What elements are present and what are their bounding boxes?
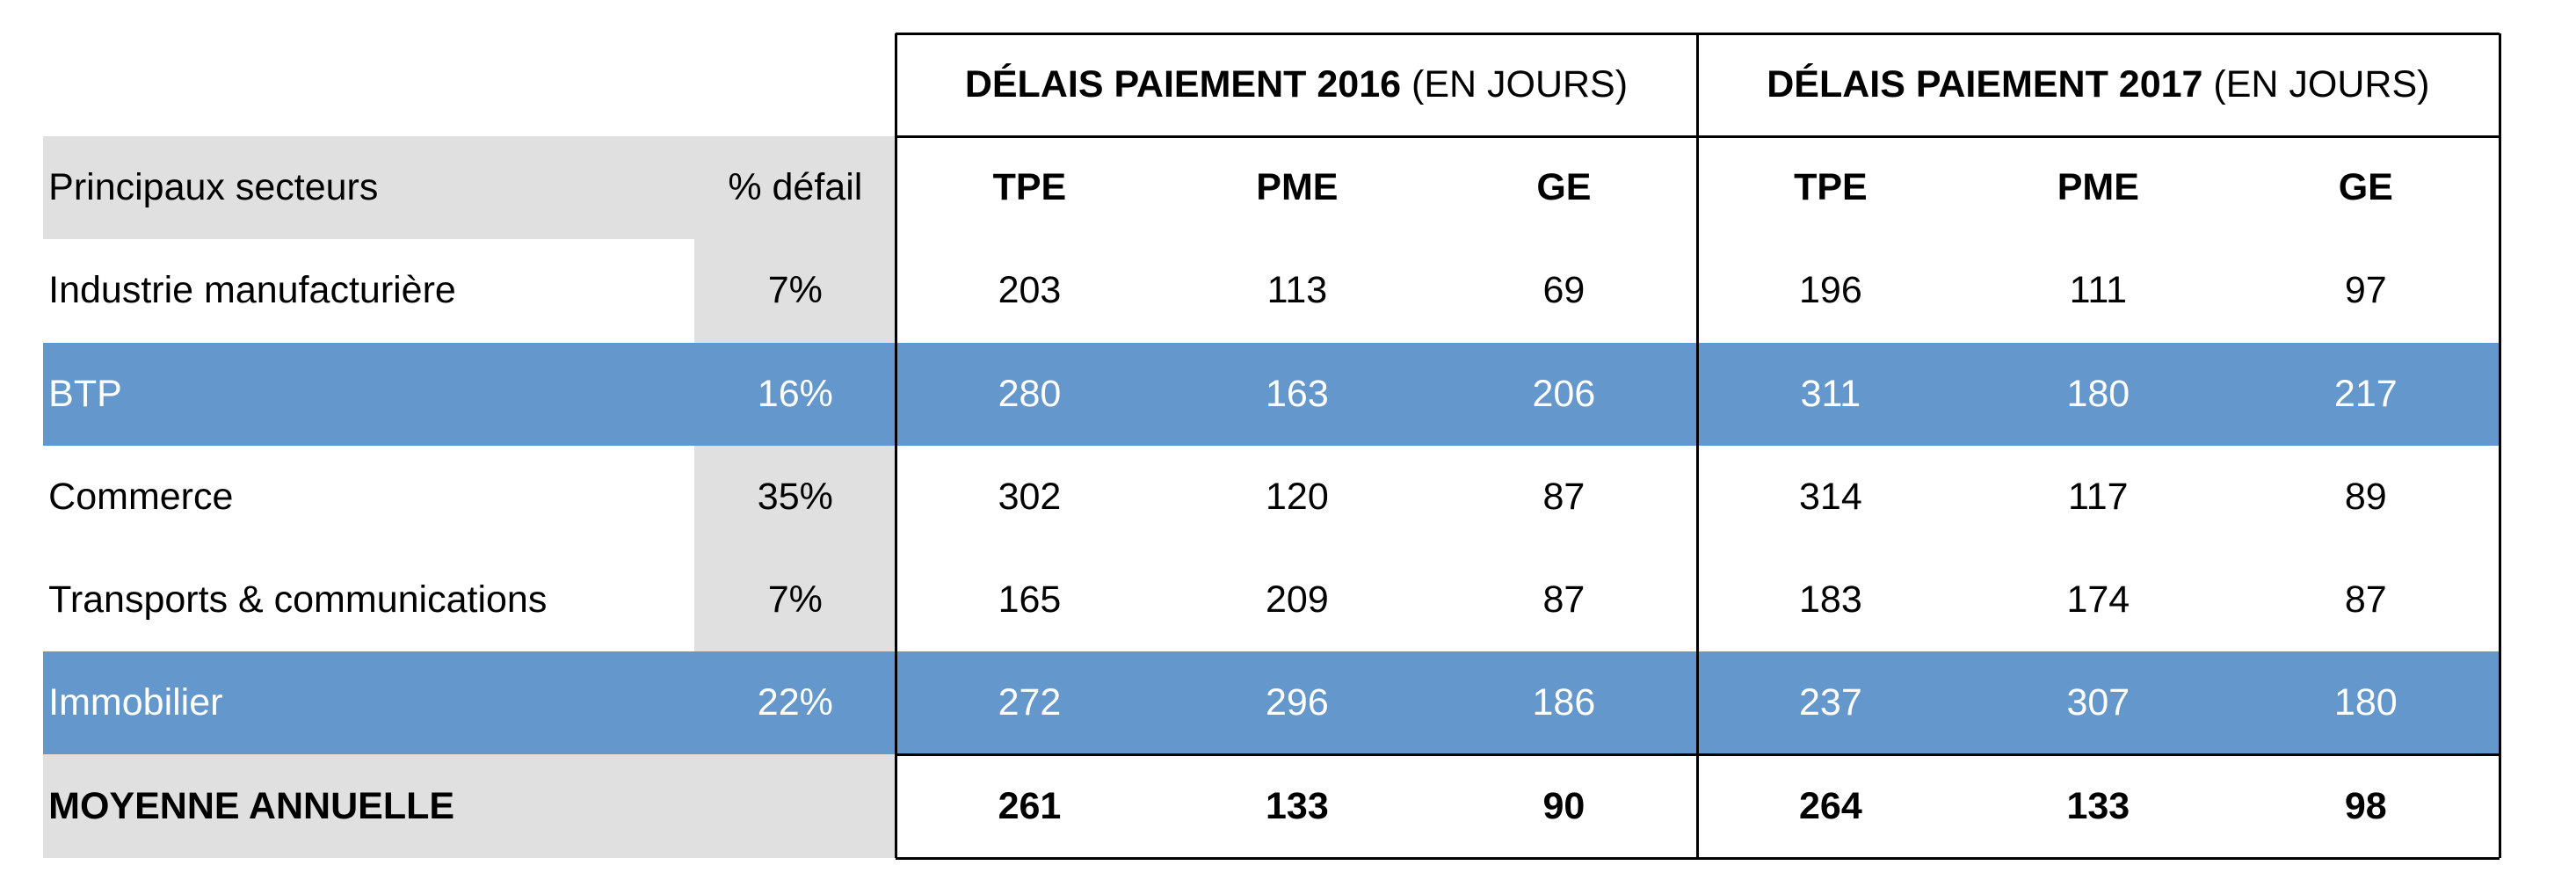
table-cell: 302 — [998, 475, 1062, 518]
table-cell: 196 — [1799, 269, 1862, 312]
table-cell: 87 — [1542, 475, 1586, 518]
table-cell: 203 — [998, 269, 1062, 312]
column-header: % défail — [694, 136, 896, 240]
table-cell: 180 — [1964, 342, 2232, 446]
table-cell: 7% — [694, 549, 896, 652]
table-cell: 165 — [998, 578, 1062, 622]
table-cell: 180 — [2231, 651, 2500, 755]
table-cell: 89 — [2344, 475, 2387, 518]
column-header: GE — [2338, 166, 2393, 209]
table-cell: 69 — [1542, 269, 1586, 312]
column-header: PME — [1256, 166, 1339, 209]
header-group-2: DÉLAIS PAIEMENT 2017 (EN JOURS) — [1697, 33, 2500, 136]
table-cell: 113 — [1266, 269, 1328, 312]
row-label: MOYENNE ANNUELLE — [43, 754, 896, 858]
border-right — [2499, 33, 2501, 858]
table-cell: 117 — [2068, 475, 2129, 518]
table-cell: 237 — [1696, 651, 1965, 755]
table-cell: 120 — [1266, 475, 1329, 518]
table-cell: 261 — [998, 784, 1062, 827]
border-bottom — [896, 856, 2500, 860]
table-cell: 16% — [694, 342, 896, 446]
table-cell: 314 — [1799, 475, 1862, 518]
column-header: TPE — [992, 166, 1067, 209]
row-label: Commerce — [48, 475, 234, 518]
column-header: Principaux secteurs — [43, 136, 695, 240]
table-cell: 7% — [694, 239, 896, 343]
table-cell: 35% — [694, 445, 896, 549]
header-group-unit: (EN JOURS) — [1401, 62, 1629, 105]
table-cell: 296 — [1163, 651, 1432, 755]
border-left — [895, 33, 898, 858]
table-cell: 133 — [1266, 784, 1329, 827]
header-group-unit: (EN JOURS) — [2202, 62, 2430, 105]
table-cell: 97 — [2344, 269, 2387, 312]
table-cell: 90 — [1542, 784, 1586, 827]
column-header: PME — [2057, 166, 2139, 209]
table-cell: 264 — [1799, 784, 1862, 827]
table-cell: 217 — [2231, 342, 2500, 446]
table-cell: 87 — [2344, 578, 2387, 622]
table-cell: 87 — [1542, 578, 1586, 622]
table-cell: 133 — [2066, 784, 2130, 827]
table-cell: 209 — [1266, 578, 1329, 622]
table-cell: 272 — [896, 651, 1164, 755]
row-label: BTP — [43, 342, 695, 446]
header-group-title: DÉLAIS PAIEMENT 2017 — [1767, 62, 2203, 105]
table-cell: 174 — [2066, 578, 2130, 622]
table-cell: 206 — [1431, 342, 1697, 446]
table-cell: 163 — [1163, 342, 1432, 446]
column-header: GE — [1536, 166, 1592, 209]
table-cell: 307 — [1964, 651, 2232, 755]
header-group-title: DÉLAIS PAIEMENT 2016 — [964, 62, 1402, 105]
table-cell: 22% — [694, 651, 896, 755]
row-label: Immobilier — [43, 651, 695, 755]
row-label: Transports & communications — [48, 578, 548, 622]
row-label: Industrie manufacturière — [48, 269, 456, 312]
table-cell: 186 — [1431, 651, 1697, 755]
border-middle — [1695, 33, 1699, 858]
header-group-1: DÉLAIS PAIEMENT 2016 (EN JOURS) — [896, 33, 1696, 136]
table-cell: 98 — [2344, 784, 2387, 827]
table-cell: 311 — [1696, 342, 1965, 446]
column-header: TPE — [1794, 166, 1868, 209]
table-cell: 280 — [896, 342, 1164, 446]
table-cell: 183 — [1799, 578, 1862, 622]
table-cell: 111 — [2069, 269, 2128, 312]
